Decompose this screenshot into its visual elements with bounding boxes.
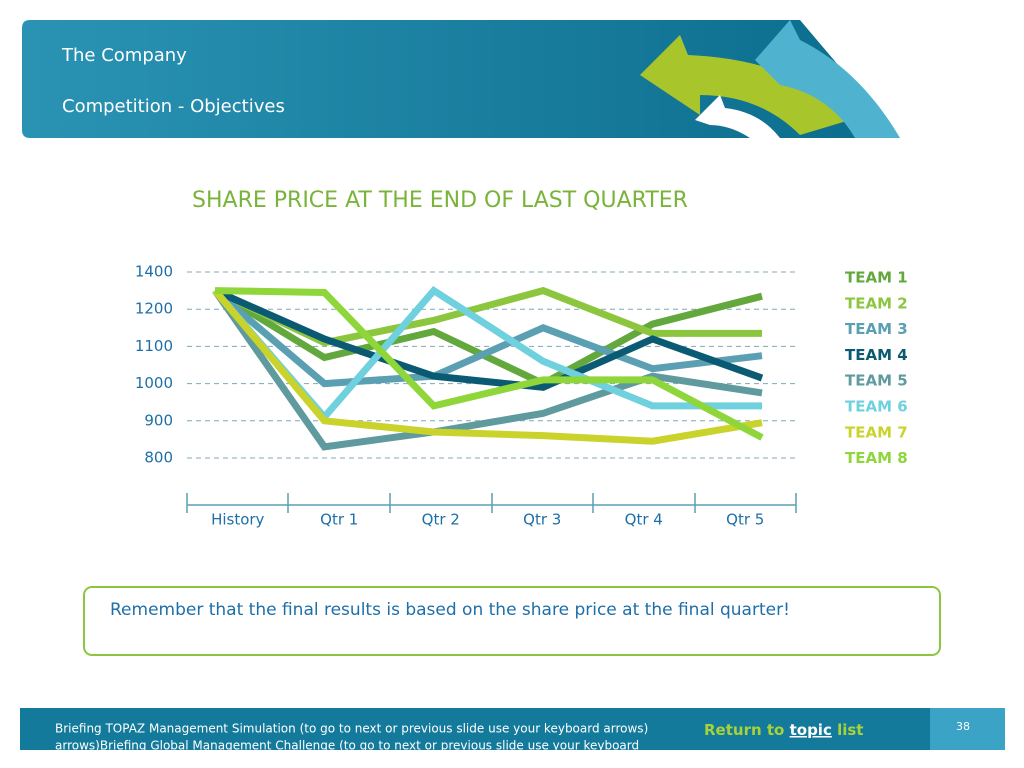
footer-band (20, 708, 1005, 750)
arrow-decor (695, 95, 780, 138)
note-box (83, 586, 941, 656)
return-text-b: list (837, 721, 863, 739)
legend-label: TEAM 7 (845, 423, 908, 441)
legend-label: TEAM 8 (845, 449, 908, 467)
y-tick-label: 800 (144, 449, 173, 467)
arrow-decor (755, 20, 900, 138)
legend-label: TEAM 4 (845, 346, 908, 364)
y-tick-label: 1400 (135, 263, 173, 281)
x-tick-label: Qtr 4 (625, 511, 663, 529)
x-tick-label: Qtr 1 (320, 511, 358, 529)
legend-label: TEAM 5 (845, 372, 908, 390)
x-tick-label: History (211, 511, 264, 529)
series-line (212, 288, 763, 451)
header-subtitle: Competition - Objectives (62, 96, 285, 117)
y-tick-label: 1000 (135, 374, 173, 392)
legend-label: TEAM 1 (845, 269, 908, 287)
footer-text: arrows)Briefing Global Management Challe… (55, 739, 639, 753)
x-tick-label: Qtr 3 (523, 511, 561, 529)
legend-label: TEAM 3 (845, 320, 908, 338)
page-number: 38 (956, 720, 970, 733)
series-line (214, 287, 764, 441)
return-text: Return to topic list (704, 721, 863, 739)
return-text-a: Return to (704, 721, 784, 739)
legend-label: TEAM 6 (845, 398, 908, 416)
x-axis (186, 493, 797, 513)
note-text: Remember that the final results is based… (110, 600, 790, 620)
topic-link[interactable]: topic (790, 721, 832, 739)
x-tick-label: Qtr 2 (422, 511, 460, 529)
footer-page-box (930, 708, 1005, 750)
chart-title: SHARE PRICE AT THE END OF LAST QUARTER (192, 188, 688, 213)
series-line (212, 287, 763, 388)
series-line (212, 288, 763, 445)
x-tick-label: Qtr 5 (726, 511, 764, 529)
y-tick-label: 900 (144, 411, 173, 429)
series-line (213, 287, 764, 391)
arrow-decor (640, 35, 850, 135)
legend-label: TEAM 2 (845, 294, 908, 312)
y-tick-label: 1200 (135, 300, 173, 318)
footer-text: Briefing TOPAZ Management Simulation (to… (55, 722, 648, 736)
header-title: The Company (61, 45, 187, 66)
series-line (213, 287, 763, 388)
y-tick-label: 1100 (135, 337, 173, 355)
